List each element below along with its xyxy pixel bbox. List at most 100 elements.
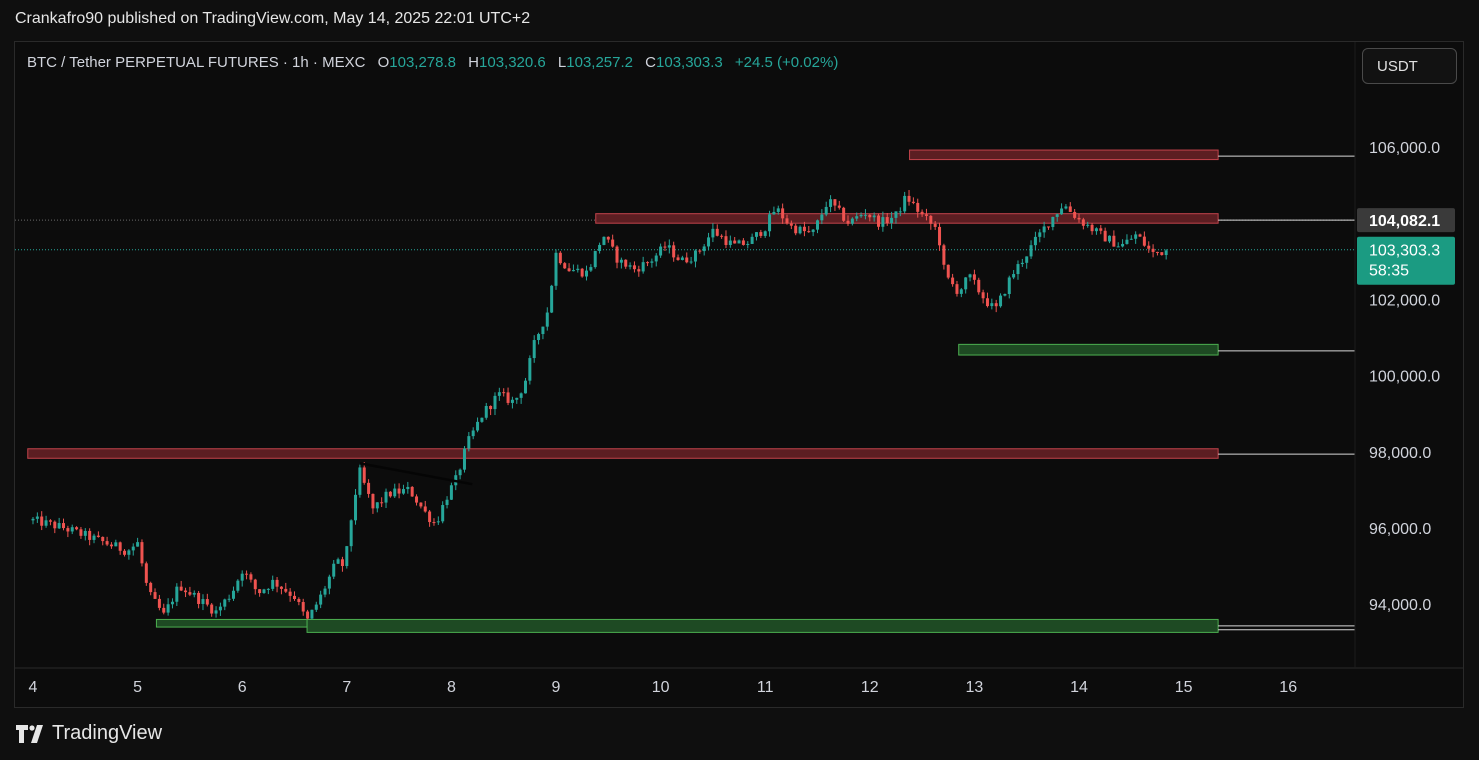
candle-body	[650, 261, 654, 263]
candle-body	[881, 217, 885, 227]
candle-body	[1073, 211, 1077, 218]
candle-body	[1068, 206, 1072, 212]
candle-body	[114, 542, 118, 547]
candle-body	[990, 303, 994, 307]
candle-body	[611, 239, 615, 247]
candle-body	[641, 262, 645, 272]
candle-body	[554, 252, 558, 286]
trendline	[359, 462, 473, 486]
x-tick-label: 15	[1175, 679, 1193, 696]
candle-body	[1046, 226, 1050, 228]
candle-body	[576, 268, 580, 271]
candle-body	[1138, 234, 1142, 237]
candle-body	[1160, 252, 1164, 256]
candle-body	[192, 592, 196, 595]
candle-body	[371, 493, 375, 509]
candle-body	[31, 518, 35, 521]
candle-body	[903, 195, 907, 212]
candle-body	[816, 220, 819, 230]
candle-body	[1151, 248, 1155, 252]
candle-body	[271, 579, 275, 589]
candle-body	[428, 511, 432, 523]
candle-body	[855, 216, 859, 219]
candle-body	[968, 274, 972, 278]
chart-frame[interactable]	[14, 41, 1464, 708]
candle-body	[1060, 208, 1064, 215]
resistance-zone-2	[595, 213, 1219, 224]
candle-body	[571, 270, 575, 272]
countdown-label: 58:35	[1369, 263, 1409, 280]
candle-body	[711, 228, 715, 238]
candle-body	[558, 252, 562, 264]
candle-body	[1164, 250, 1168, 256]
candle-body	[1038, 232, 1042, 237]
candle-body	[510, 399, 514, 403]
candle-body	[720, 235, 724, 237]
candle-body	[131, 546, 135, 551]
candle-body	[728, 240, 732, 245]
candle-body	[763, 231, 767, 236]
x-tick-label: 16	[1279, 679, 1297, 696]
candle-body	[1142, 236, 1146, 246]
candle-body	[746, 243, 750, 245]
candle-body	[1003, 293, 1007, 296]
candle-body	[170, 601, 174, 605]
candle-body	[759, 232, 763, 236]
x-tick-label: 4	[29, 679, 38, 696]
y-tick-label: 100,000.0	[1369, 369, 1440, 386]
candle-body	[1055, 214, 1059, 217]
candle-body	[606, 236, 610, 240]
candle-body	[1147, 245, 1151, 249]
candle-body	[567, 268, 571, 272]
candle-body	[449, 485, 453, 500]
y-tick-label: 94,000.0	[1369, 597, 1431, 614]
close-value: 103,303.3	[656, 54, 723, 71]
change-value: +24.5 (+0.02%)	[734, 54, 839, 71]
candle-body	[593, 250, 597, 268]
x-tick-label: 10	[652, 679, 670, 696]
candle-body	[916, 202, 920, 212]
candle-body	[985, 298, 989, 307]
candle-body	[929, 215, 933, 224]
tradingview-logo[interactable]: TradingView	[16, 722, 162, 745]
candle-body	[471, 430, 475, 437]
candle-body	[689, 261, 693, 263]
candle-body	[79, 529, 83, 536]
candle-body	[580, 268, 584, 277]
candle-body	[737, 240, 741, 244]
x-tick-label: 6	[238, 679, 247, 696]
candle-body	[214, 610, 218, 614]
candle-body	[144, 563, 148, 583]
candle-body	[231, 590, 235, 599]
candle-body	[105, 541, 109, 545]
candle-body	[685, 257, 689, 263]
candle-body	[1155, 251, 1159, 253]
candle-body	[785, 218, 789, 224]
candle-body	[223, 599, 227, 607]
candle-body	[776, 208, 780, 212]
x-tick-label: 13	[966, 679, 984, 696]
candle-body	[323, 588, 327, 595]
candle-body	[201, 599, 205, 604]
currency-button[interactable]: USDT	[1362, 48, 1457, 84]
candle-body	[680, 257, 684, 260]
candle-body	[462, 448, 466, 470]
candle-body	[301, 602, 305, 612]
candle-body	[62, 523, 66, 529]
candle-body	[66, 528, 70, 532]
candle-body	[109, 544, 113, 547]
candle-body	[48, 520, 52, 522]
candle-body	[136, 542, 140, 547]
x-tick-label: 7	[342, 679, 351, 696]
candle-body	[354, 494, 358, 521]
candle-body	[432, 522, 436, 524]
candle-body	[476, 421, 480, 431]
low-value: 103,257.2	[566, 54, 633, 71]
candle-body	[654, 255, 658, 262]
tradingview-logo-text: TradingView	[52, 722, 163, 744]
candle-body	[715, 228, 719, 236]
candle-body	[279, 586, 283, 589]
candle-body	[698, 250, 702, 252]
support-zone-4	[958, 343, 1219, 356]
